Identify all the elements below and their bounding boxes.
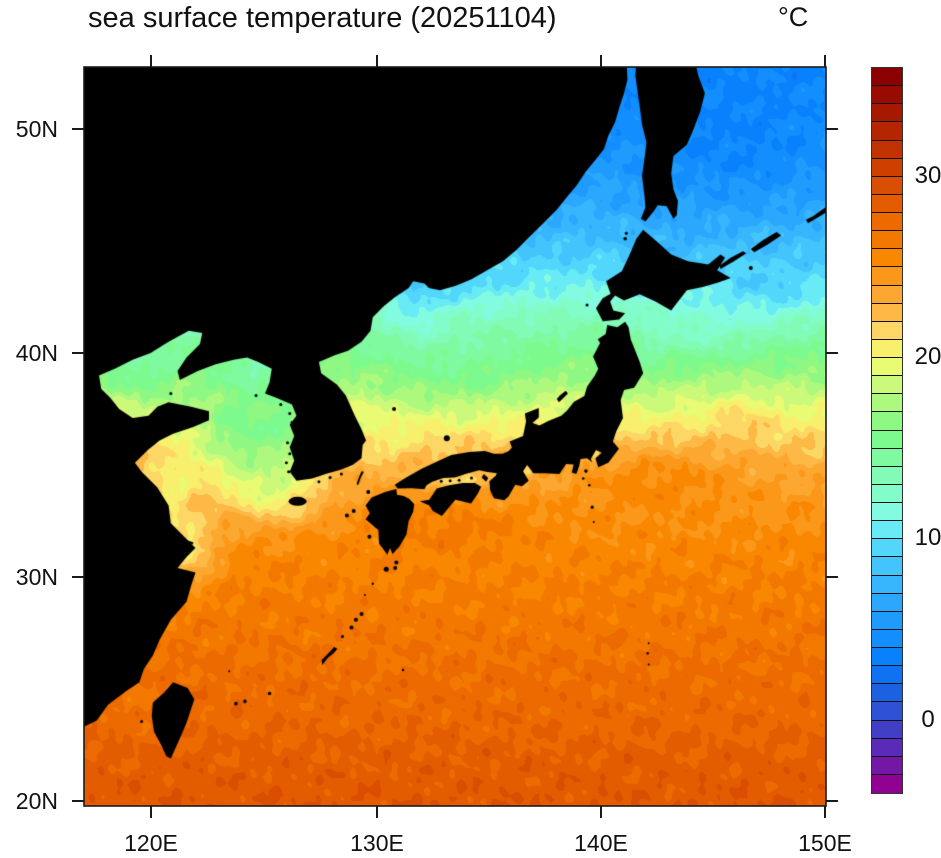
colorbar-segment [872, 466, 902, 485]
colorbar-segment [872, 593, 902, 612]
units-label: °C [778, 2, 809, 32]
x-axis-tick-label: 150E [798, 830, 852, 856]
y-axis-tick-label: 50N [15, 116, 58, 142]
colorbar-segment [872, 448, 902, 467]
colorbar-segment [872, 430, 902, 449]
colorbar-segment [872, 104, 902, 123]
colorbar-segment [872, 339, 902, 358]
colorbar-segment [872, 774, 902, 793]
colorbar-segment [872, 303, 902, 322]
colorbar-segment [872, 194, 902, 213]
colorbar-segment [872, 231, 902, 250]
x-axis-tick-label: 140E [574, 830, 628, 856]
colorbar-segment [872, 648, 902, 667]
colorbar-tick-label: 0 [921, 705, 935, 733]
colorbar-segment [872, 684, 902, 703]
colorbar-segment [872, 140, 902, 159]
colorbar-segment [872, 122, 902, 141]
colorbar-segment [872, 756, 902, 775]
colorbar-segment [872, 412, 902, 431]
colorbar-segment [872, 249, 902, 268]
colorbar-segment [872, 539, 902, 558]
y-axis-tick-label: 30N [15, 564, 58, 590]
colorbar-tick-label: 10 [914, 524, 941, 552]
y-axis-tick-label: 40N [15, 340, 58, 366]
colorbar-segment [872, 358, 902, 377]
colorbar-segment [872, 629, 902, 648]
colorbar-segment [872, 666, 902, 685]
colorbar-segment [872, 68, 902, 87]
colorbar-segment [872, 503, 902, 522]
colorbar-tick-label: 30 [914, 161, 941, 189]
colorbar-segment [872, 484, 902, 503]
colorbar [871, 67, 903, 794]
colorbar-segment [872, 557, 902, 576]
colorbar-segment [872, 376, 902, 395]
colorbar-segment [872, 176, 902, 195]
figure-title: sea surface temperature (20251104) [88, 2, 557, 34]
colorbar-segment [872, 285, 902, 304]
sst-map-canvas [84, 67, 826, 806]
colorbar-segment [872, 575, 902, 594]
colorbar-segment [872, 86, 902, 105]
x-axis-tick-label: 130E [350, 830, 404, 856]
colorbar-segment [872, 267, 902, 286]
colorbar-segment [872, 321, 902, 340]
colorbar-segment [872, 521, 902, 540]
colorbar-segment [872, 158, 902, 177]
colorbar-tick-label: 20 [914, 343, 941, 370]
y-axis-tick-label: 20N [15, 788, 58, 814]
colorbar-segment [872, 213, 902, 232]
colorbar-segment [872, 720, 902, 739]
x-axis-tick-label: 120E [124, 830, 178, 856]
colorbar-segment [872, 702, 902, 721]
colorbar-segment [872, 611, 902, 630]
colorbar-segment [872, 738, 902, 757]
colorbar-segment [872, 394, 902, 413]
